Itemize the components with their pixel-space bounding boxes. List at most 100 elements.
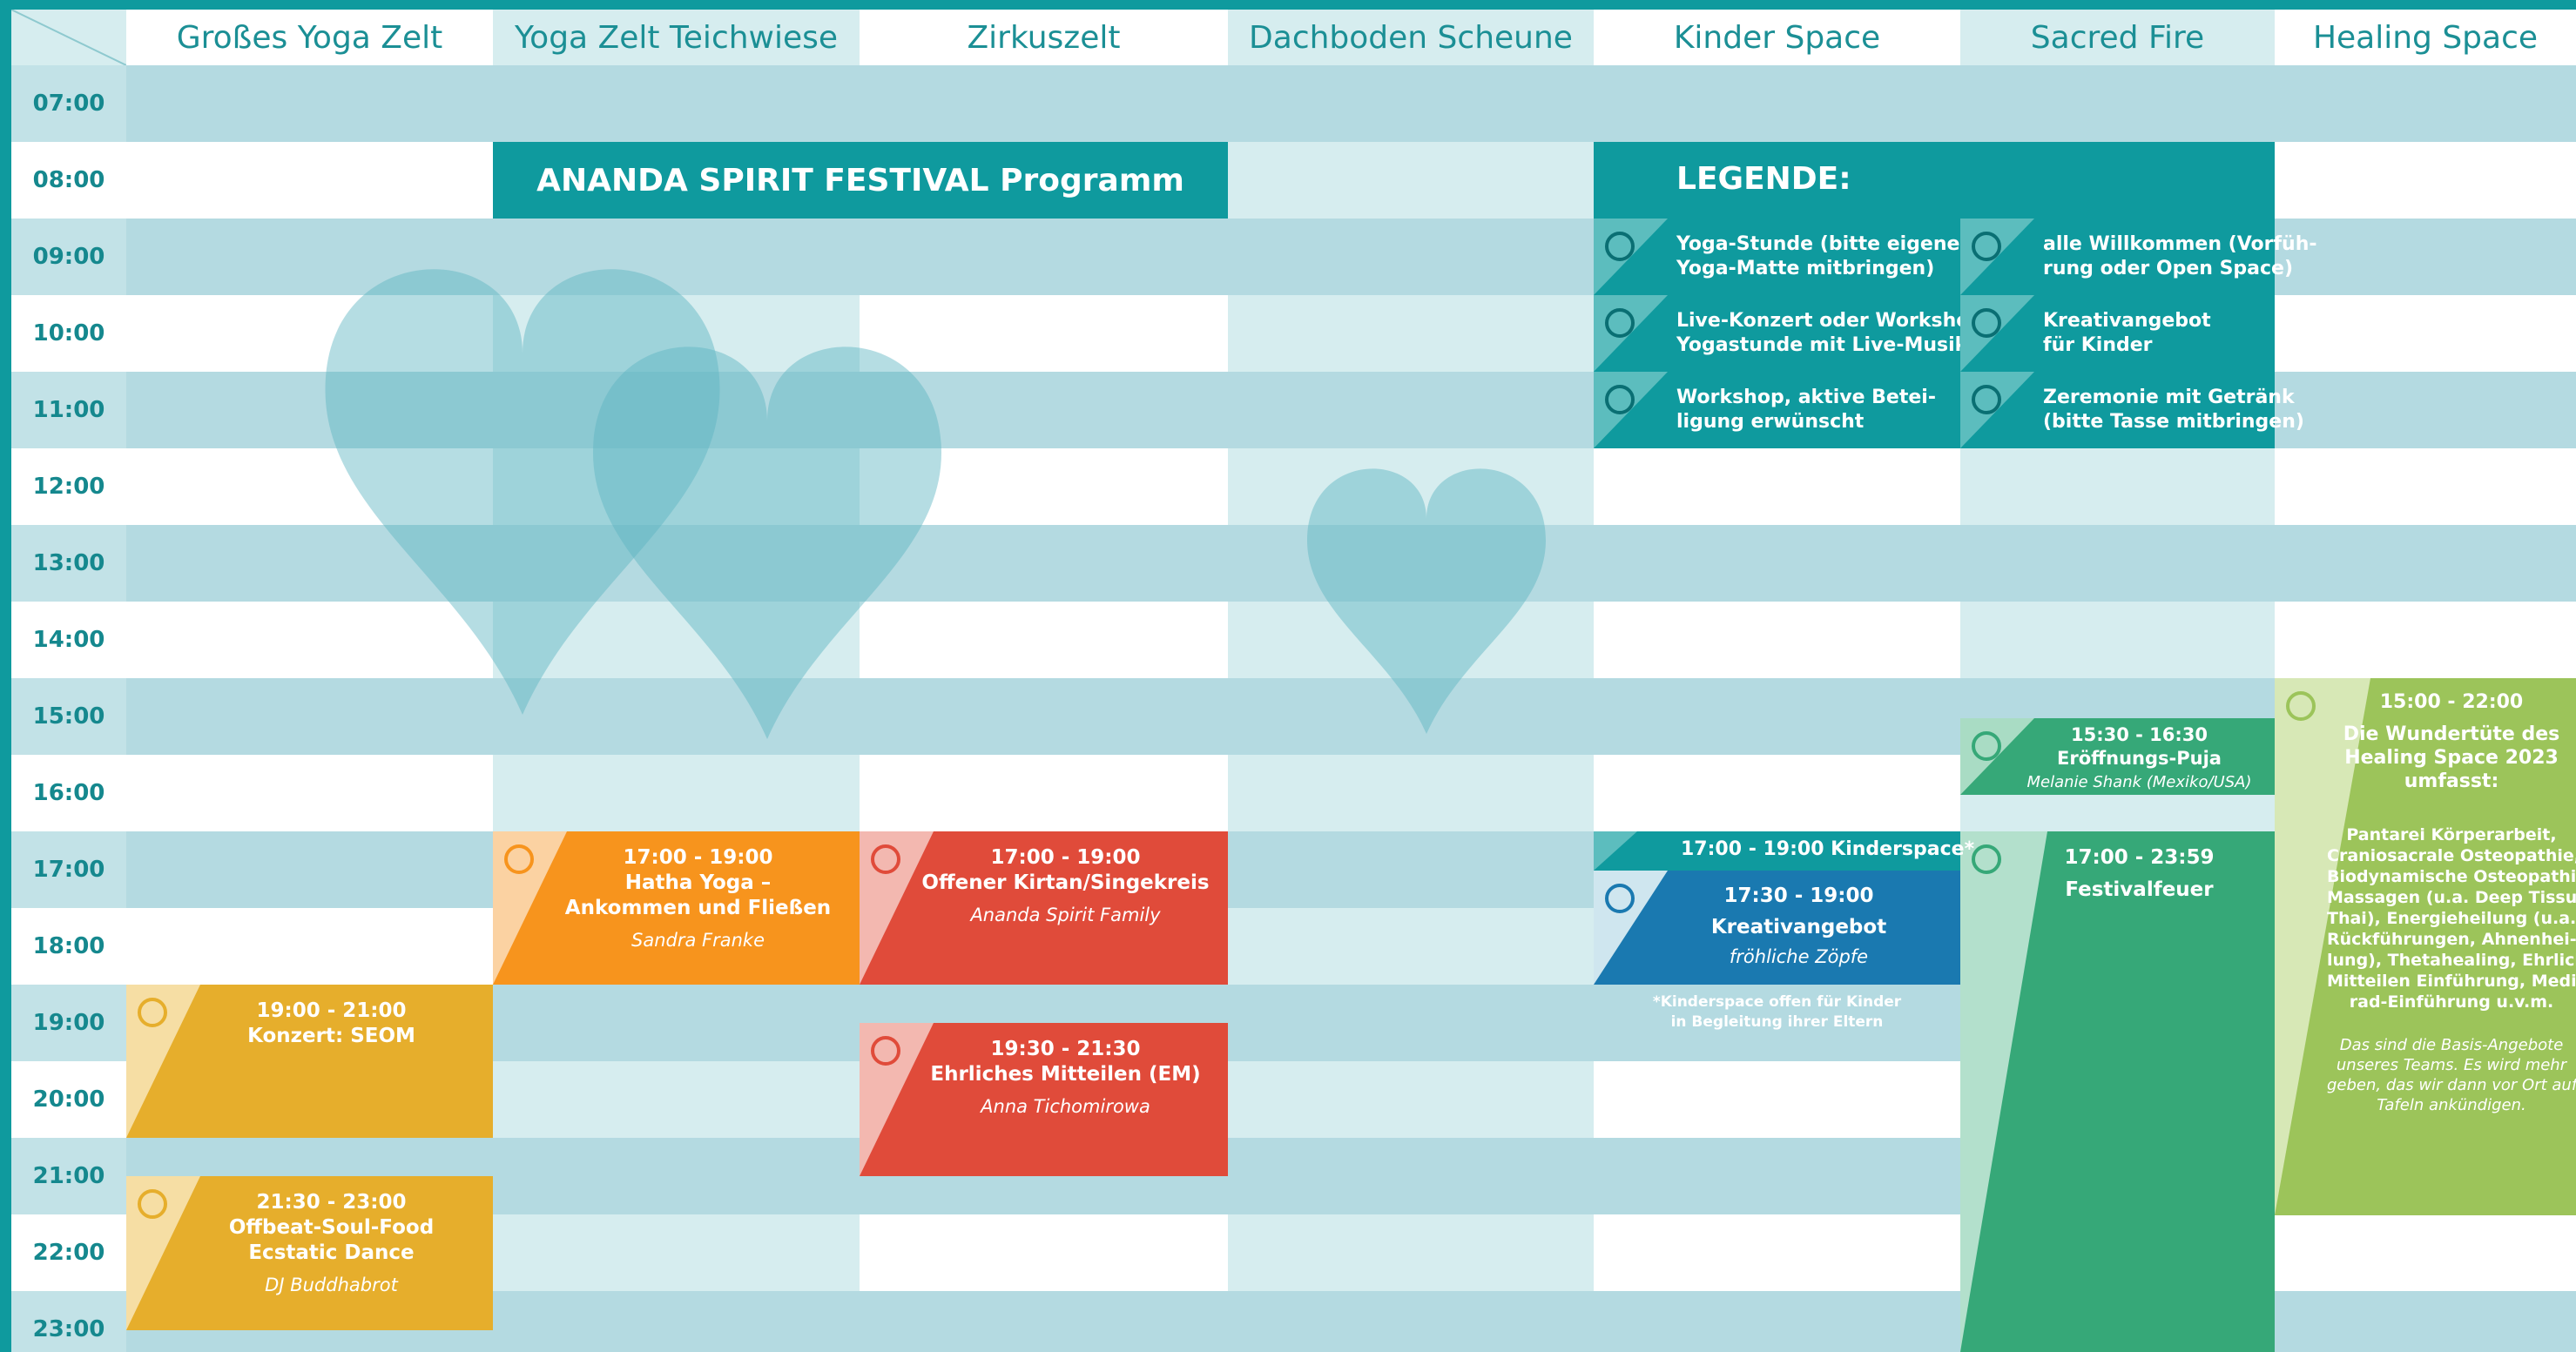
cell	[493, 1214, 860, 1291]
text-line: lung), Thetahealing, Ehrliches	[2327, 951, 2576, 970]
time-cell: 08:00	[11, 142, 126, 219]
event: 19:30 - 21:30 Ehrliches Mitteilen (EM) Ann…	[860, 1023, 1228, 1176]
cell	[126, 295, 493, 372]
heart	[1307, 468, 1546, 734]
column-title: Großes Yoga Zelt	[176, 19, 443, 56]
event-text: 21:30 - 23:00 Offbeat-Soul-Food Ecstatic D…	[170, 1190, 493, 1298]
text-line: umfasst:	[2404, 770, 2499, 792]
heart	[593, 346, 941, 739]
time-label: 08:00	[32, 167, 105, 193]
time-label: 18:00	[32, 933, 105, 959]
time-cell: 14:00	[11, 602, 126, 678]
text-line: ligung erwünscht	[1676, 411, 1865, 433]
column-title: Zirkuszelt	[967, 19, 1121, 56]
time-cell: 10:00	[11, 295, 126, 372]
text-line: Das sind die Basis-Angebote	[2339, 1036, 2564, 1054]
text-line: Pantarei Körperarbeit,	[2346, 825, 2557, 844]
event-text: 15:00 - 22:00 Die Wundertüte des Healing S…	[2327, 690, 2576, 1115]
event-person: Sandra Franke	[631, 930, 765, 951]
cell	[1594, 1214, 1960, 1291]
event: 19:00 - 21:00 Konzert: SEOM	[126, 985, 493, 1138]
column-title: Yoga Zelt Teichwiese	[514, 19, 839, 56]
cell	[1228, 755, 1594, 831]
event: 17:00 - 19:00 Hatha Yoga – Ankommen und Fl…	[493, 831, 860, 985]
time-label: 13:00	[32, 550, 105, 576]
event-text: 15:30 - 16:30 Eröffnungs-Puja Melanie Shan…	[2004, 723, 2275, 794]
column-title: Sacred Fire	[2030, 19, 2205, 56]
event-time: 15:30 - 16:30	[2070, 724, 2208, 745]
text-line: Zeremonie mit Getränk	[2043, 387, 2295, 408]
event-text: 19:00 - 21:00 Konzert: SEOM	[170, 999, 493, 1049]
event-title: Festivalfeuer	[2065, 878, 2214, 901]
event-person: Anna Tichomirowa	[981, 1096, 1150, 1117]
text-line: für Kinder	[2043, 334, 2153, 356]
event-time: 17:00 - 19:00	[990, 846, 1141, 869]
time-cell: 16:00	[11, 755, 126, 831]
event-title: Ecstatic Dance	[248, 1241, 415, 1264]
event-time: 17:00 - 23:59	[2064, 846, 2215, 869]
column-title: Kinder Space	[1673, 19, 1881, 56]
event: 17:00 - 23:59 Festivalfeuer	[1960, 831, 2275, 1352]
text-line: Thai), Energieheilung (u.a.	[2327, 909, 2576, 928]
wedge	[860, 831, 934, 985]
cell	[2275, 295, 2576, 372]
column-header: Sacred Fire	[1960, 10, 2275, 65]
kinderspace-event: 17:30 - 19:00 Kreativangebot fröhliche Zöp…	[1594, 871, 1960, 985]
healing-block: 15:00 - 22:00 Die Wundertüte des Healing S…	[2275, 678, 2576, 1215]
wedge	[1960, 718, 2034, 795]
cell	[2275, 142, 2576, 219]
event-text: 17:30 - 19:00 Kreativangebot fröhliche Zöp…	[1637, 883, 1960, 970]
wedge	[1594, 871, 1668, 985]
event-text: 17:00 - 19:00 Hatha Yoga – Ankommen und Fl…	[536, 845, 860, 953]
event-person: Ananda Spirit Family	[970, 905, 1161, 925]
time-cell: 18:00	[11, 908, 126, 985]
text-line: Rückführungen, Ahnenhei-	[2327, 930, 2576, 949]
column-header: Kinder Space	[1594, 10, 1960, 65]
time-label: 23:00	[32, 1316, 105, 1342]
event: 21:30 - 23:00 Offbeat-Soul-Food Ecstatic D…	[126, 1176, 493, 1330]
time-cell: 21:00	[11, 1138, 126, 1214]
header-corner	[10, 9, 127, 66]
cell	[860, 448, 1228, 525]
cell	[860, 755, 1228, 831]
cell	[126, 908, 493, 985]
event-person: Melanie Shank (Mexiko/USA)	[2026, 773, 2252, 791]
legend-text: Workshop, aktive Betei-ligung erwünscht	[1676, 386, 1936, 434]
event-text: 17:00 - 19:00 Offener Kirtan/Singekreis An…	[903, 845, 1228, 928]
cell	[1594, 602, 1960, 678]
text-line: Mitteilen Einführung, Medizin-	[2327, 972, 2576, 991]
cell	[1228, 602, 1594, 678]
column-header: Yoga Zelt Teichwiese	[493, 10, 860, 65]
time-label: 09:00	[32, 244, 105, 270]
time-label: 19:00	[32, 1010, 105, 1036]
legend-item: Live-Konzert oder Workshop/Yogastunde mi…	[1594, 295, 1990, 372]
cell	[1594, 1061, 1960, 1138]
text-line: Biodynamische Osteopathie,	[2327, 867, 2576, 886]
text-line: Yoga-Stunde (bitte eigene	[1676, 233, 1960, 255]
wedge	[1960, 219, 2034, 295]
legend-item: alle Willkommen (Vorfüh-rung oder Open S…	[1960, 219, 2317, 295]
cell	[1594, 755, 1960, 831]
cell	[493, 602, 860, 678]
text-line: Massagen (u.a. Deep Tissue,	[2327, 888, 2576, 907]
legend-text: Yoga-Stunde (bitte eigene Yoga-Matte mitb…	[1676, 232, 1959, 281]
text-line: rung oder Open Space)	[2043, 258, 2294, 279]
time-cell: 19:00	[11, 985, 126, 1061]
wedge	[126, 985, 200, 1138]
cell	[1228, 908, 1594, 985]
time-label: 22:00	[32, 1240, 105, 1266]
cell	[2275, 448, 2576, 525]
healing-note: Das sind die Basis-Angebote unseres Teams…	[2327, 1035, 2576, 1115]
event-text: 17:00 - 23:59 Festivalfeuer	[2004, 845, 2275, 903]
corner-line	[10, 9, 127, 66]
time-label: 10:00	[32, 320, 105, 346]
wedge	[1960, 372, 2034, 448]
program-title: ANANDA SPIRIT FESTIVAL Programm	[493, 142, 1228, 219]
wedge	[2275, 678, 2370, 1215]
cell	[493, 755, 860, 831]
time-cell: 15:00	[11, 678, 126, 755]
time-label: 12:00	[32, 474, 105, 500]
event-time: 19:00 - 21:00	[256, 999, 407, 1022]
column-title: Dachboden Scheune	[1249, 19, 1573, 56]
